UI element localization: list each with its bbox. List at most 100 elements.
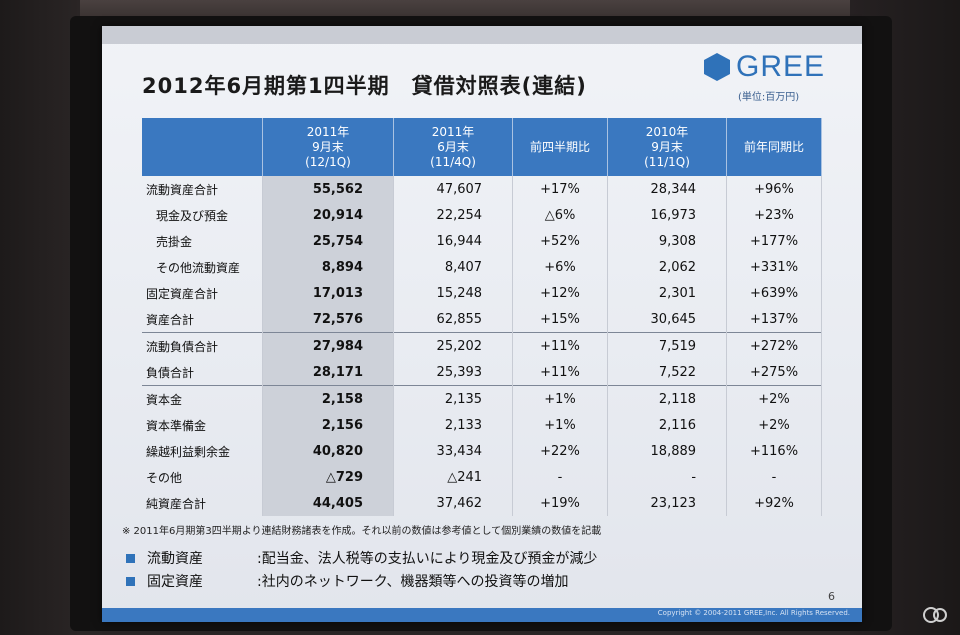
cell-prev-quarter: 2,135 bbox=[393, 385, 514, 412]
cell-yoy: +275% bbox=[726, 359, 822, 386]
cell-qoq: +22% bbox=[512, 438, 608, 464]
cell-prev-quarter: 33,434 bbox=[393, 438, 514, 464]
cell-prev-quarter: 22,254 bbox=[393, 202, 514, 228]
cell-prev-year: 2,118 bbox=[607, 385, 728, 412]
cell-prev-quarter: 37,462 bbox=[393, 490, 514, 516]
cell-prev-quarter: 15,248 bbox=[393, 280, 514, 306]
cell-current: 25,754 bbox=[262, 228, 394, 254]
bullet-text: :社内のネットワーク、機器類等への投資等の増加 bbox=[257, 574, 569, 590]
cell-prev-year: 2,116 bbox=[607, 412, 728, 438]
header-line: (11/4Q) bbox=[430, 154, 476, 169]
header-line: 9月末 bbox=[312, 139, 344, 154]
cell-prev-year: 7,522 bbox=[607, 359, 728, 386]
cell-prev-year: 2,301 bbox=[607, 280, 728, 306]
row-label: その他流動資産 bbox=[142, 254, 263, 280]
table-row: 流動資産合計 55,562 47,607 +17% 28,344 +96% bbox=[142, 176, 822, 202]
header-label-column bbox=[142, 118, 263, 176]
site-watermark-icon bbox=[923, 607, 947, 623]
cell-current: 2,158 bbox=[262, 385, 394, 412]
logo-text: GREE bbox=[736, 50, 826, 83]
cell-current: 20,914 bbox=[262, 202, 394, 228]
cell-yoy: +639% bbox=[726, 280, 822, 306]
cell-yoy: +331% bbox=[726, 254, 822, 280]
cell-qoq: - bbox=[512, 464, 608, 490]
cell-prev-quarter: 2,133 bbox=[393, 412, 514, 438]
cell-qoq: +11% bbox=[512, 332, 608, 359]
cell-current: 55,562 bbox=[262, 176, 394, 202]
row-label: 負債合計 bbox=[142, 359, 263, 386]
header-line: 9月末 bbox=[651, 139, 683, 154]
row-label: 現金及び預金 bbox=[142, 202, 263, 228]
cell-prev-quarter: 16,944 bbox=[393, 228, 514, 254]
cell-yoy: +272% bbox=[726, 332, 822, 359]
cell-prev-year: 18,889 bbox=[607, 438, 728, 464]
cell-prev-year: 7,519 bbox=[607, 332, 728, 359]
header-line: 6月末 bbox=[437, 139, 469, 154]
cell-yoy: +92% bbox=[726, 490, 822, 516]
header-line: 前年同期比 bbox=[744, 139, 805, 154]
bullet-square-icon bbox=[126, 553, 135, 563]
cell-yoy: +2% bbox=[726, 412, 822, 438]
cell-current: 27,984 bbox=[262, 332, 394, 359]
header-line: 2011年 bbox=[306, 124, 350, 139]
cell-qoq: +6% bbox=[512, 254, 608, 280]
cell-qoq: +15% bbox=[512, 306, 608, 333]
bullet-item: 固定資産 :社内のネットワーク、機器類等への投資等の増加 bbox=[126, 571, 568, 591]
cell-qoq: +52% bbox=[512, 228, 608, 254]
table-row: その他流動資産 8,894 8,407 +6% 2,062 +331% bbox=[142, 254, 822, 280]
cell-yoy: +96% bbox=[726, 176, 822, 202]
cell-prev-year: - bbox=[607, 464, 728, 490]
header-2010-sep: 2010年 9月末 (11/1Q) bbox=[607, 118, 728, 176]
table-row: 繰越利益剰余金 40,820 33,434 +22% 18,889 +116% bbox=[142, 438, 822, 464]
gree-logo: GREE bbox=[702, 50, 825, 84]
slide-top-band bbox=[102, 26, 862, 44]
cell-prev-quarter: 47,607 bbox=[393, 176, 514, 202]
row-label: 固定資産合計 bbox=[142, 280, 263, 306]
cell-yoy: - bbox=[726, 464, 822, 490]
cell-yoy: +23% bbox=[726, 202, 822, 228]
bullet-square-icon bbox=[126, 576, 135, 586]
cell-prev-quarter: 25,202 bbox=[393, 332, 514, 359]
cell-yoy: +116% bbox=[726, 438, 822, 464]
bullet-text: :配当金、法人税等の支払いにより現金及び預金が減少 bbox=[257, 551, 598, 567]
cell-qoq: +1% bbox=[512, 385, 608, 412]
balance-sheet-table: 2011年 9月末 (12/1Q) 2011年 6月末 (11/4Q) 前四半期… bbox=[142, 118, 822, 516]
table-row: 資本金 2,158 2,135 +1% 2,118 +2% bbox=[142, 385, 822, 412]
row-label: 資本準備金 bbox=[142, 412, 263, 438]
table-row: 資産合計 72,576 62,855 +15% 30,645 +137% bbox=[142, 306, 822, 333]
cell-current: 44,405 bbox=[262, 490, 394, 516]
page-number: 6 bbox=[828, 590, 835, 603]
row-label: その他 bbox=[142, 464, 263, 490]
table-row: 流動負債合計 27,984 25,202 +11% 7,519 +272% bbox=[142, 332, 822, 359]
cell-prev-quarter: △241 bbox=[393, 464, 514, 490]
unit-note: (単位:百万円) bbox=[738, 92, 800, 103]
room-background-left bbox=[0, 0, 80, 635]
cell-current: 28,171 bbox=[262, 359, 394, 386]
table-row: 資本準備金 2,156 2,133 +1% 2,116 +2% bbox=[142, 412, 822, 438]
header-2011-sep: 2011年 9月末 (12/1Q) bbox=[262, 118, 394, 176]
cell-current: 8,894 bbox=[262, 254, 394, 280]
table-row: 負債合計 28,171 25,393 +11% 7,522 +275% bbox=[142, 359, 822, 386]
header-line: 2011年 bbox=[431, 124, 475, 139]
cell-yoy: +177% bbox=[726, 228, 822, 254]
cell-qoq: △6% bbox=[512, 202, 608, 228]
cell-prev-quarter: 62,855 bbox=[393, 306, 514, 333]
table-header-row: 2011年 9月末 (12/1Q) 2011年 6月末 (11/4Q) 前四半期… bbox=[142, 118, 822, 176]
table-row: 固定資産合計 17,013 15,248 +12% 2,301 +639% bbox=[142, 280, 822, 306]
hexagon-icon bbox=[704, 53, 730, 81]
row-label: 流動資産合計 bbox=[142, 176, 263, 202]
table-row: その他 △729 △241 - - - bbox=[142, 464, 822, 490]
header-yoy: 前年同期比 bbox=[726, 118, 822, 176]
row-label: 売掛金 bbox=[142, 228, 263, 254]
bullet-label: 固定資産 bbox=[147, 574, 203, 590]
presentation-slide: 2012年6月期第1四半期 貸借対照表(連結) GREE (単位:百万円) 20… bbox=[102, 26, 862, 622]
header-line: 2010年 bbox=[645, 124, 689, 139]
header-line: (12/1Q) bbox=[305, 154, 351, 169]
cell-qoq: +17% bbox=[512, 176, 608, 202]
cell-qoq: +1% bbox=[512, 412, 608, 438]
row-label: 資産合計 bbox=[142, 306, 263, 333]
bullet-item: 流動資産 :配当金、法人税等の支払いにより現金及び預金が減少 bbox=[126, 548, 597, 568]
row-label: 流動負債合計 bbox=[142, 332, 263, 359]
row-label: 純資産合計 bbox=[142, 490, 263, 516]
slide-footer-band: Copyright © 2004-2011 GREE,Inc. All Righ… bbox=[102, 608, 862, 622]
